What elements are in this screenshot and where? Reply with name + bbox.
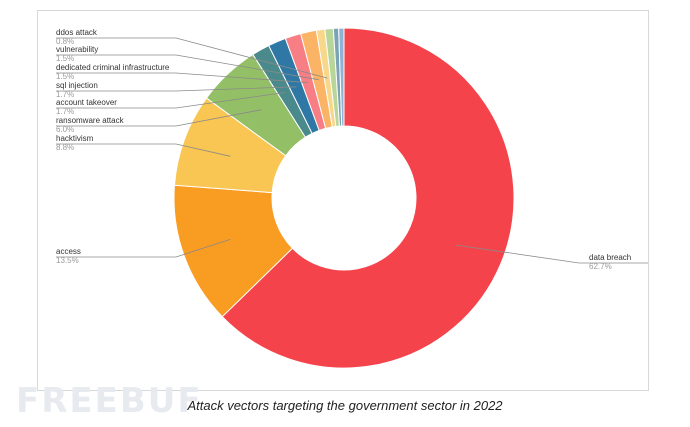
leader-line-vulnerability [56,54,319,81]
slice-label-vulnerability: vulnerability [56,45,98,54]
leader-line-account-takeover [56,92,285,109]
leader-line-dedicated-criminal-infrastructure [56,72,308,83]
leader-lines [56,37,648,264]
slice-value-ransomware-attack: 6.0% [56,125,74,134]
slices [173,27,515,369]
slice-label-hacktivism: hacktivism [56,134,94,143]
slice-value-sql-injection: 1.7% [56,90,74,99]
slice-label-account-takeover: account takeover [56,98,117,107]
leader-line-hacktivism [56,143,231,157]
slice-value-data-breach: 62.7% [589,262,612,271]
slice-label-access: access [56,247,81,256]
leader-line-access [56,238,231,258]
leader-line-ddos-attack [56,37,328,79]
slice-label-sql-injection: sql injection [56,81,98,90]
slice-unlabeled-11 [338,27,345,127]
slice-label-ransomware-attack: ransomware attack [56,116,125,125]
watermark-text: FREEBUF [16,381,203,418]
slice-label-data-breach: data breach [589,253,631,262]
slice-label-ddos-attack: ddos attack [56,28,98,37]
slice-data-breach [221,27,515,369]
leader-line-data-breach [455,244,648,264]
leader-line-sql-injection [56,86,297,92]
slice-value-vulnerability: 1.5% [56,54,74,63]
slice-value-ddos-attack: 0.8% [56,37,74,46]
watermark-logo: FREEBUF [16,381,203,418]
slice-value-access: 13.5% [56,256,79,265]
slice-value-account-takeover: 1.7% [56,107,74,116]
chart-frame: data breach 62.7% access 13.5% hacktivism 8.8… [37,10,649,391]
slice-value-hacktivism: 8.8% [56,143,74,152]
chart-caption: Attack vectors targeting the government … [187,398,503,413]
slice-access [173,184,294,318]
slice-value-dedicated-criminal-infrastructure: 1.5% [56,72,74,81]
leader-line-ransomware-attack [56,109,262,127]
slice-label-dedicated-criminal-infrastructure: dedicated criminal infrastructure [56,63,170,72]
